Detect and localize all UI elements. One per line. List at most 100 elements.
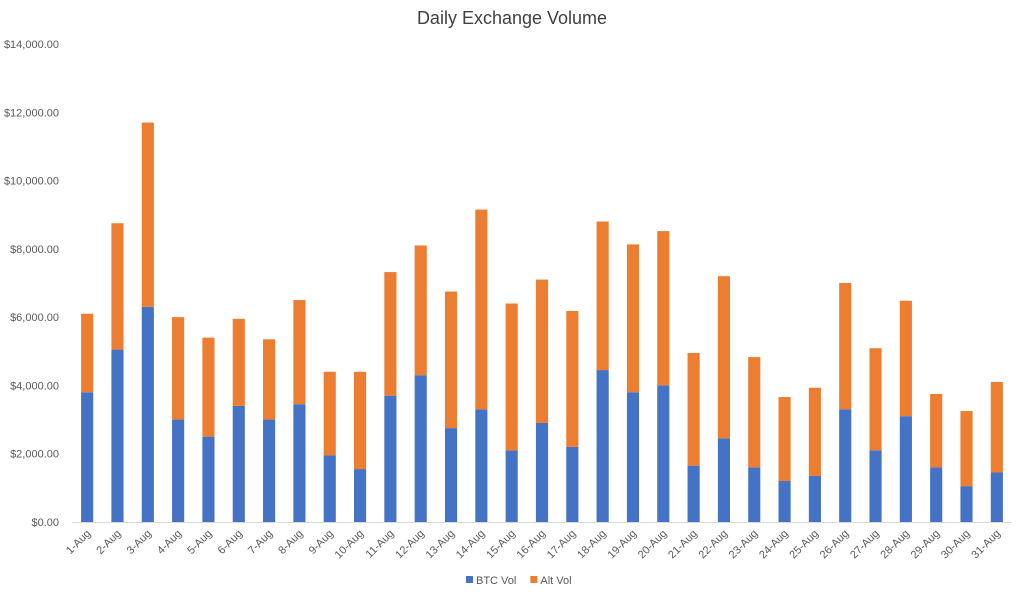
bar-alt-vol (839, 283, 852, 410)
legend-swatch (466, 576, 473, 583)
bar-alt-vol (354, 371, 367, 470)
bar-btc-vol (930, 467, 943, 522)
x-tick-label: 29-Aug (909, 528, 943, 562)
bar-btc-vol (323, 455, 336, 522)
bar-alt-vol (81, 313, 94, 393)
x-tick-label: 22-Aug (696, 528, 730, 562)
x-tick-label: 10-Aug (333, 528, 367, 562)
bar-alt-vol (263, 339, 276, 420)
bar-alt-vol (202, 337, 215, 437)
y-axis: $0.00 $2,000.00 $4,000.00 $6,000.00 $8,000.0… (4, 39, 59, 529)
bar-alt-vol (384, 272, 397, 396)
x-tick-label: 24-Aug (757, 528, 791, 562)
bar-alt-vol (505, 303, 518, 451)
bar-alt-vol (899, 300, 912, 417)
bar-alt-vol (657, 231, 670, 386)
bar-btc-vol (354, 469, 367, 522)
bar-alt-vol (323, 371, 336, 456)
bar-btc-vol (778, 481, 791, 522)
y-tick-label: $14,000.00 (4, 39, 59, 51)
bar-btc-vol (444, 428, 458, 522)
bar-alt-vol (172, 317, 185, 420)
bar-alt-vol (717, 276, 730, 439)
x-tick-label: 7-Aug (246, 528, 275, 557)
bar-btc-vol (505, 450, 518, 522)
bar-btc-vol (869, 450, 882, 522)
x-tick-label: 14-Aug (454, 528, 488, 562)
x-tick-label: 3-Aug (125, 528, 154, 557)
bar-alt-vol (930, 393, 943, 468)
bar-alt-vol (232, 318, 245, 406)
bar-alt-vol (141, 122, 154, 307)
legend: BTC Vol Alt Vol (466, 575, 572, 587)
bar-alt-vol (111, 223, 124, 350)
bar-alt-vol (990, 382, 1003, 473)
x-tick-label: 30-Aug (939, 528, 973, 562)
x-tick-label: 13-Aug (424, 528, 458, 562)
bar-btc-vol (687, 465, 700, 522)
x-axis: 1-Aug 2-Aug 3-Aug 4-Aug 5-Aug 6-Aug 7-Aug 8-Aug… (64, 522, 1012, 562)
bar-btc-vol (960, 486, 973, 522)
bar-btc-vol (839, 409, 852, 522)
bar-btc-vol (596, 370, 609, 522)
x-tick-label: 19-Aug (606, 528, 640, 562)
bar-alt-vol (566, 310, 579, 447)
legend-label: Alt Vol (540, 575, 571, 587)
bar-alt-vol (293, 300, 306, 405)
bar-btc-vol (808, 475, 821, 522)
bar-alt-vol (444, 291, 458, 429)
legend-swatch (530, 576, 538, 583)
bar-alt-vol (960, 411, 973, 487)
x-tick-label: 4-Aug (155, 528, 184, 557)
legend-label: BTC Vol (476, 575, 516, 587)
x-tick-label: 18-Aug (575, 528, 609, 562)
bar-btc-vol (141, 306, 154, 522)
bar-btc-vol (81, 392, 94, 522)
x-tick-label: 1-Aug (64, 528, 93, 557)
x-tick-label: 11-Aug (364, 528, 397, 561)
bars-group (81, 122, 1003, 522)
bar-alt-vol (626, 244, 640, 393)
x-tick-label: 20-Aug (636, 528, 670, 562)
x-tick-label: 21-Aug (666, 528, 700, 562)
bar-btc-vol (172, 419, 185, 522)
bar-alt-vol (596, 221, 609, 371)
x-tick-label: 8-Aug (276, 528, 305, 557)
x-tick-label: 15-Aug (484, 528, 518, 562)
bar-btc-vol (657, 385, 670, 522)
bar-btc-vol (202, 436, 215, 522)
bar-btc-vol (535, 422, 549, 522)
y-tick-label: $6,000.00 (10, 312, 59, 324)
bar-btc-vol (566, 446, 579, 522)
x-tick-label: 6-Aug (216, 528, 245, 557)
x-tick-label: 28-Aug (878, 528, 912, 562)
bar-alt-vol (414, 245, 427, 376)
x-tick-label: 23-Aug (727, 528, 761, 562)
bar-alt-vol (475, 209, 488, 410)
bar-btc-vol (626, 392, 640, 522)
x-tick-label: 25-Aug (787, 528, 821, 562)
x-tick-label: 5-Aug (185, 528, 214, 557)
bar-btc-vol (748, 467, 761, 522)
y-tick-label: $2,000.00 (10, 449, 59, 461)
y-tick-label: $10,000.00 (4, 176, 59, 188)
x-tick-label: 27-Aug (848, 528, 882, 562)
chart-title: Daily Exchange Volume (417, 8, 607, 28)
bar-alt-vol (808, 387, 821, 476)
bar-btc-vol (414, 375, 427, 522)
bar-btc-vol (384, 395, 397, 522)
y-tick-label: $4,000.00 (10, 380, 59, 392)
bar-alt-vol (687, 352, 700, 466)
x-tick-label: 17-Aug (545, 528, 579, 562)
bar-alt-vol (869, 348, 882, 451)
x-tick-label: 26-Aug (818, 528, 852, 562)
bar-btc-vol (293, 404, 306, 522)
bar-btc-vol (717, 438, 730, 522)
bar-alt-vol (778, 397, 791, 482)
bar-alt-vol (748, 357, 761, 468)
x-tick-label: 2-Aug (94, 528, 123, 557)
bar-btc-vol (899, 416, 912, 522)
y-tick-label: $8,000.00 (10, 244, 59, 256)
